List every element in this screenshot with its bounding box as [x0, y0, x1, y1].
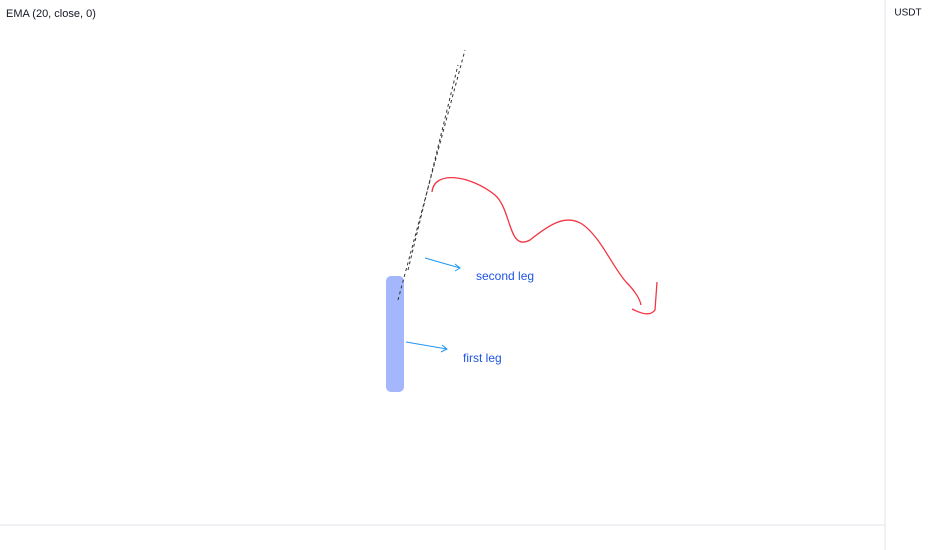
- arrow: [424, 257, 461, 272]
- arrow: [405, 341, 448, 353]
- currency: USDT: [894, 8, 921, 19]
- indicator-legend: EMA (20, close, 0): [6, 8, 96, 20]
- annotation: second leg: [476, 269, 534, 283]
- projection: [631, 281, 658, 315]
- annotation: first leg: [463, 351, 502, 365]
- drawings: second leg first leg: [386, 49, 658, 392]
- projection: [431, 177, 642, 306]
- trend-line: [407, 64, 459, 271]
- highlight: [386, 276, 404, 392]
- trend-line: [397, 49, 466, 301]
